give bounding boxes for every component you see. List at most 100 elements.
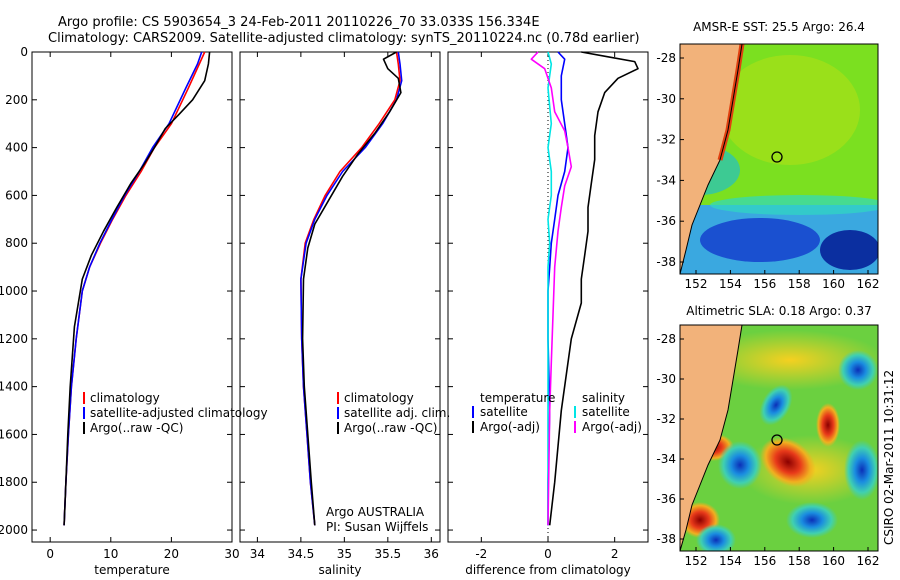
y-tick-label: 800 — [5, 236, 28, 250]
series-line-argo-raw-qc- — [301, 51, 402, 526]
map-x-tick-label: 154 — [719, 554, 742, 568]
y-tick-label: 1600 — [0, 427, 28, 441]
series-line-temperature-satellite — [547, 51, 569, 526]
map-y-tick-label: -36 — [656, 214, 676, 228]
legend-label-satellite-adjusted: satellite-adjusted climatology — [90, 406, 268, 420]
map-y-tick-label: -38 — [656, 255, 676, 269]
legend-label-temp-satellite: satellite — [480, 405, 528, 419]
temperature-profile-plot: 0 10 20 30 0 200 400 600 800 1000 1200 1400 1600 1800… — [0, 45, 240, 577]
sst-coastline — [680, 44, 743, 274]
map-x-tick-label: 158 — [788, 554, 811, 568]
map-x-tick-label: 156 — [753, 277, 776, 291]
plot-frame — [239, 51, 441, 543]
header-line-1: Argo profile: CS 5903654_3 24-Feb-2011 2… — [58, 15, 540, 30]
annotation-argo-australia: Argo AUSTRALIA — [326, 505, 425, 519]
map-y-tick-label: -30 — [656, 372, 676, 386]
sla-map: Altimetric SLA: 0.18 Argo: 0.37 152 154 15… — [656, 304, 879, 568]
sla-warm-eddy-east — [816, 403, 840, 447]
series-line-satellite-adjusted-climatology — [63, 51, 203, 526]
map-y-tick-label: -28 — [656, 51, 676, 65]
map-y-tick-label: -38 — [656, 532, 676, 546]
sla-map-frame — [679, 324, 879, 552]
y-tick-label: 200 — [5, 93, 28, 107]
map-y-tick-label: -34 — [656, 452, 676, 466]
map-y-tick-label: -30 — [656, 92, 676, 106]
y-tick-label: 1000 — [0, 284, 28, 298]
y-tick-label: 600 — [5, 188, 28, 202]
y-tick-label: 1200 — [0, 332, 28, 346]
sla-land — [680, 325, 742, 551]
x-tick-label: 0 — [544, 547, 552, 561]
sla-argo-position-marker — [771, 434, 783, 446]
x-tick-label: 36 — [424, 547, 439, 561]
csiro-timestamp: CSIRO 02-Mar-2011 10:31:12 — [882, 370, 896, 545]
annotation-pi: PI: Susan Wijffels — [326, 520, 428, 534]
map-x-tick-label: 160 — [822, 554, 845, 568]
sst-map-frame — [679, 43, 879, 275]
x-tick-label: -2 — [475, 547, 487, 561]
y-tick-label: 1800 — [0, 475, 28, 489]
map-y-tick-label: -32 — [656, 412, 676, 426]
map-x-tick-label: 160 — [822, 277, 845, 291]
x-tick-label: 35.5 — [374, 547, 401, 561]
sst-cold-core-east — [820, 230, 878, 270]
salinity-legend: climatology satellite adj. clim. Argo(..… — [326, 391, 450, 534]
legend-label-argo: Argo(..raw -QC) — [90, 421, 183, 435]
y-tick-label: 1400 — [0, 380, 28, 394]
map-y-tick-label: -36 — [656, 492, 676, 506]
map-x-tick-label: 158 — [788, 277, 811, 291]
sla-cold-eddy-south — [786, 502, 838, 538]
map-x-tick-label: 154 — [719, 277, 742, 291]
legend-label-sal-satellite: satellite — [582, 405, 630, 419]
map-y-tick-label: -28 — [656, 332, 676, 346]
sla-map-title: Altimetric SLA: 0.18 Argo: 0.37 — [686, 304, 871, 318]
y-tick-label: 400 — [5, 141, 28, 155]
y-tick-label: 2000 — [0, 523, 28, 537]
y-tick-label: 0 — [20, 45, 28, 59]
sla-cold-eddy-north — [759, 384, 793, 426]
legend-label-climatology: climatology — [344, 391, 414, 405]
series-line-salinity-argo-adj- — [530, 51, 573, 526]
x-tick-label: 34.5 — [288, 547, 315, 561]
sst-map: AMSR-E SST: 25.5 Argo: 26.4 152 154 156 158… — [656, 20, 879, 291]
sst-map-ticks: 152 154 156 158 160 162 -28 -30 -32 -34 -36 -38 — [656, 51, 879, 291]
sla-map-ticks: 152 154 156 158 160 162 -28 -30 -32 -34 -36 -38 — [656, 332, 879, 568]
sst-front — [710, 195, 878, 215]
map-x-tick-label: 152 — [685, 277, 708, 291]
legend-label-satellite-adj: satellite adj. clim. — [344, 406, 450, 420]
x-tick-label: 2 — [611, 547, 619, 561]
sla-yellow-band — [695, 330, 878, 390]
legend-title-salinity: salinity — [582, 391, 625, 405]
x-tick-label: 30 — [224, 547, 239, 561]
difference-legend: temperature satellite Argo(-adj) salinit… — [472, 391, 642, 434]
x-tick-label: 0 — [46, 547, 54, 561]
x-axis-label: difference from climatology — [465, 563, 631, 577]
series-line-salinity-satellite — [547, 51, 553, 526]
sla-cold-eddy-northeast — [838, 350, 878, 390]
legend-label-climatology: climatology — [90, 391, 160, 405]
x-axis-label: salinity — [318, 563, 361, 577]
plot-frame — [31, 51, 233, 543]
sla-warm-eddy-centre — [760, 437, 816, 487]
sst-argo-position-marker — [771, 151, 783, 163]
map-x-tick-label: 162 — [857, 554, 880, 568]
x-axis-label: temperature — [94, 563, 169, 577]
map-x-tick-label: 156 — [753, 554, 776, 568]
sla-cold-eddy-east — [844, 440, 878, 500]
difference-profile-plot: -2 0 2 difference from climatology — [447, 51, 649, 577]
header-line-2: Climatology: CARS2009. Satellite-adjuste… — [48, 31, 640, 46]
sst-map-title: AMSR-E SST: 25.5 Argo: 26.4 — [693, 20, 865, 34]
map-y-tick-label: -32 — [656, 133, 676, 147]
x-tick-label: 35 — [337, 547, 352, 561]
sst-warm-patch — [720, 55, 860, 165]
legend-label-sal-argo: Argo(-adj) — [582, 420, 642, 434]
legend-label-argo: Argo(..raw -QC) — [344, 421, 437, 435]
series-line-temperature-argo-adj- — [548, 51, 639, 526]
map-x-tick-label: 152 — [685, 554, 708, 568]
x-tick-label: 10 — [103, 547, 118, 561]
map-y-tick-label: -34 — [656, 173, 676, 187]
legend-label-temp-argo: Argo(-adj) — [480, 420, 540, 434]
temperature-legend: climatology satellite-adjusted climatolo… — [83, 391, 268, 435]
sla-coastline — [680, 325, 743, 551]
sst-cold-core — [700, 218, 820, 262]
